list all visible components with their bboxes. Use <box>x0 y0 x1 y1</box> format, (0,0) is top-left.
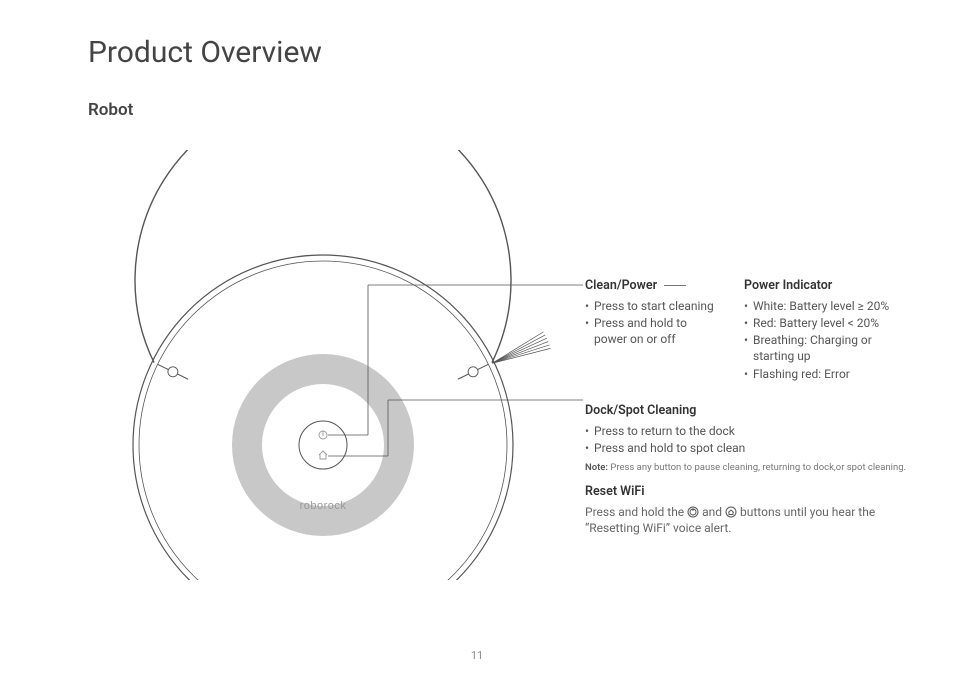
power-icon <box>687 506 699 518</box>
labels-column: Clean/Power Press to start cleaning Pres… <box>585 278 925 536</box>
reset-wifi-text: Press and hold the and buttons until you… <box>585 504 925 536</box>
dock-spot-item: Press and hold to spot clean <box>585 440 925 456</box>
clean-power-item: Press to start cleaning <box>585 298 720 314</box>
reset-wifi-block: Reset WiFi Press and hold the and button… <box>585 484 925 536</box>
power-indicator-item: White: Battery level ≥ 20% <box>744 298 914 314</box>
note-text: Note: Press any button to pause cleaning… <box>585 462 925 474</box>
home-icon <box>725 506 737 518</box>
dock-spot-heading: Dock/Spot Cleaning <box>585 403 925 420</box>
heading-connector-line <box>664 285 686 286</box>
dock-spot-item: Press to return to the dock <box>585 423 925 439</box>
power-indicator-heading: Power Indicator <box>744 278 914 295</box>
clean-power-item: Press and hold to power on or off <box>585 315 720 347</box>
reset-wifi-heading: Reset WiFi <box>585 484 925 501</box>
page-number: 11 <box>471 649 483 662</box>
power-indicator-item: Red: Battery level < 20% <box>744 315 914 331</box>
manual-page: Product Overview Robot roborock Clean/Po… <box>0 0 954 682</box>
dock-spot-block: Dock/Spot Cleaning Press to return to th… <box>585 403 925 474</box>
power-indicator-block: Power Indicator White: Battery level ≥ 2… <box>744 278 914 383</box>
clean-power-list: Press to start cleaning Press and hold t… <box>585 298 720 348</box>
power-indicator-item: Flashing red: Error <box>744 366 914 382</box>
svg-text:roborock: roborock <box>300 500 347 512</box>
page-title: Product Overview <box>88 35 322 70</box>
clean-power-block: Clean/Power Press to start cleaning Pres… <box>585 278 720 383</box>
section-subtitle: Robot <box>88 100 133 120</box>
dock-spot-list: Press to return to the dock Press and ho… <box>585 423 925 456</box>
power-indicator-item: Breathing: Charging or starting up <box>744 332 914 364</box>
robot-top-diagram: roborock <box>88 150 518 580</box>
power-indicator-list: White: Battery level ≥ 20% Red: Battery … <box>744 298 914 382</box>
clean-power-heading: Clean/Power <box>585 278 657 293</box>
